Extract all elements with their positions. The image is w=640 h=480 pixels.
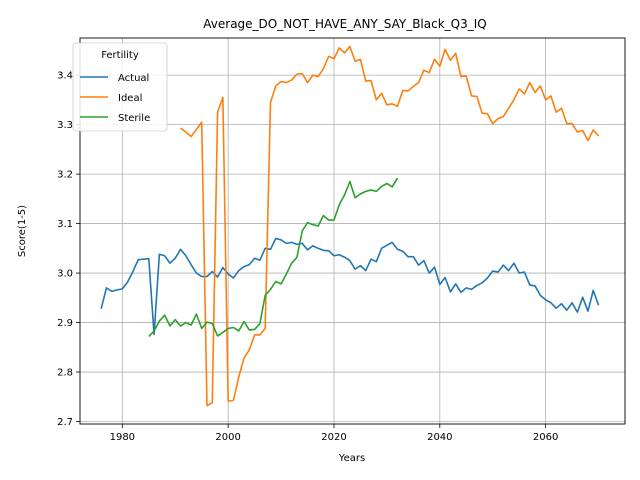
plot-frame [79,37,626,425]
legend-entry-ideal: Ideal [118,93,142,104]
y-axis-ticks: 2.7 2.8 2.9 3.0 3.1 3.2 3.3 3.4 [57,71,80,428]
series-line-actual [100,237,600,336]
series-line-sterile [148,177,399,337]
y-tick-label: 3.3 [57,120,73,131]
legend: Fertility Actual Ideal Sterile [72,42,168,132]
x-tick-label: 2020 [321,432,346,443]
legend-entry-actual: Actual [118,73,149,84]
y-tick-label: 3.4 [57,71,73,82]
y-tick-label: 3.0 [57,269,73,280]
chart-title: Average_DO_NOT_HAVE_ANY_SAY_Black_Q3_IQ [203,17,486,31]
y-tick-label: 3.1 [57,219,73,230]
series-layer [100,45,600,407]
y-axis-label: Score(1-5) [17,205,28,257]
y-tick-label: 2.9 [57,318,73,329]
legend-entry-sterile: Sterile [118,113,150,124]
legend-box [72,42,168,132]
x-tick-label: 1980 [110,432,135,443]
grid [80,38,625,424]
y-tick-label: 2.8 [57,368,73,379]
x-axis-ticks: 1980 2000 2020 2040 2060 [110,424,558,443]
legend-title: Fertility [101,50,139,61]
x-tick-label: 2000 [215,432,240,443]
x-tick-label: 2040 [427,432,452,443]
series-line-ideal [180,45,600,407]
x-tick-label: 2060 [533,432,558,443]
y-tick-label: 2.7 [57,417,73,428]
y-tick-label: 3.2 [57,170,73,181]
x-axis-label: Years [338,453,365,464]
